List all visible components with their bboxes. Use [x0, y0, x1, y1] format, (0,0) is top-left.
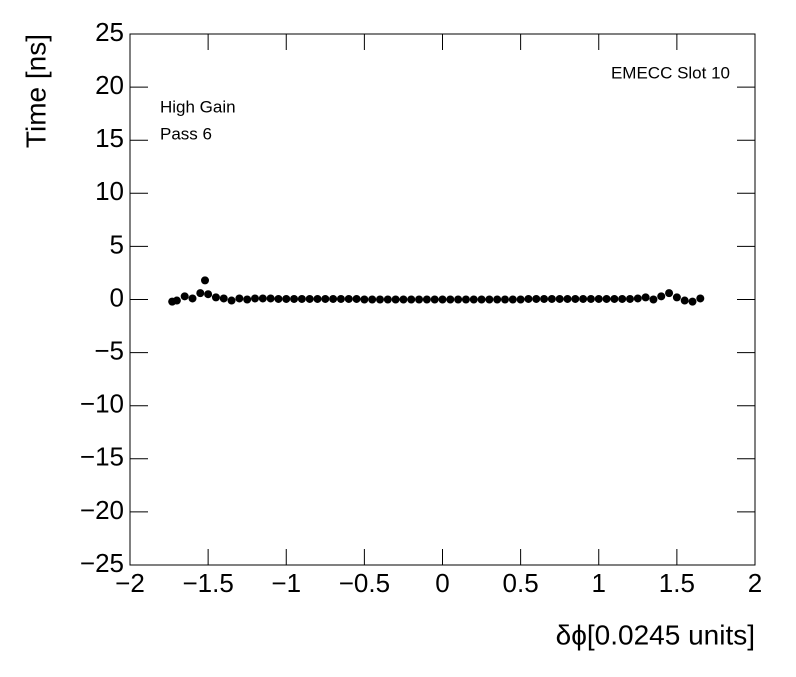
x-tick-label: −1.5	[182, 568, 233, 598]
point	[438, 295, 447, 304]
point	[493, 295, 502, 304]
point	[696, 294, 705, 303]
point	[282, 294, 291, 303]
point	[594, 294, 603, 303]
y-tick-label: 0	[110, 282, 124, 312]
point	[563, 294, 572, 303]
y-tick-label: −25	[80, 548, 124, 578]
point	[227, 296, 236, 305]
y-tick-label: −20	[80, 495, 124, 525]
point	[251, 294, 259, 303]
point	[532, 294, 541, 303]
point	[508, 295, 517, 304]
point	[633, 294, 642, 303]
point	[196, 289, 205, 298]
point	[313, 294, 322, 303]
x-axis-label: δϕ[0.0245 units]	[556, 619, 755, 650]
point	[469, 295, 478, 304]
point	[579, 294, 588, 303]
point	[672, 293, 681, 302]
point	[258, 294, 267, 303]
point	[360, 295, 369, 304]
point	[172, 296, 181, 305]
point	[501, 295, 509, 304]
x-tick-label: 1.5	[659, 568, 695, 598]
y-tick-label: −15	[80, 442, 124, 472]
y-tick-label: 15	[95, 123, 124, 153]
point	[641, 293, 650, 302]
point	[446, 295, 455, 304]
point	[391, 295, 400, 304]
point	[180, 292, 189, 301]
point	[680, 296, 689, 305]
point	[657, 292, 666, 301]
x-tick-label: −0.5	[339, 568, 390, 598]
point	[430, 295, 439, 304]
point	[290, 294, 299, 303]
point	[305, 294, 314, 303]
point	[336, 294, 345, 303]
y-tick-label: 20	[95, 70, 124, 100]
point	[368, 295, 377, 304]
point	[586, 294, 595, 303]
y-axis-label: Time [ns]	[20, 34, 51, 148]
point	[211, 293, 220, 302]
point	[352, 294, 361, 303]
point	[376, 295, 384, 304]
point	[188, 294, 197, 303]
y-tick-label: 25	[95, 17, 124, 47]
point	[407, 295, 416, 304]
point	[540, 294, 549, 303]
point	[618, 294, 627, 303]
point	[547, 294, 556, 303]
point	[461, 295, 470, 304]
y-tick-label: −10	[80, 389, 124, 419]
x-tick-label: 1	[592, 568, 606, 598]
point	[626, 294, 634, 303]
point	[297, 294, 306, 303]
x-tick-label: 0	[435, 568, 449, 598]
x-tick-label: −2	[115, 568, 145, 598]
point	[610, 294, 619, 303]
point	[399, 295, 408, 304]
x-tick-label: −1	[271, 568, 301, 598]
point	[524, 294, 533, 303]
point	[555, 294, 564, 303]
point	[477, 295, 486, 304]
point	[266, 294, 275, 303]
y-tick-label: −5	[94, 335, 124, 365]
x-tick-label: 2	[748, 568, 762, 598]
point	[454, 295, 463, 304]
point	[329, 294, 338, 303]
annotation: EMECC Slot 10	[611, 63, 730, 82]
point	[602, 294, 611, 303]
point	[219, 294, 228, 303]
point	[201, 276, 209, 285]
point	[649, 295, 658, 304]
point	[274, 294, 283, 303]
x-tick-label: 0.5	[503, 568, 539, 598]
point	[243, 295, 252, 304]
point	[422, 295, 431, 304]
point	[383, 295, 392, 304]
point	[688, 297, 697, 306]
y-tick-label: 5	[110, 229, 124, 259]
annotation: High Gain	[160, 97, 236, 116]
point	[571, 294, 580, 303]
point	[321, 294, 330, 303]
point	[516, 295, 525, 304]
point	[344, 294, 353, 303]
point	[415, 295, 424, 304]
point	[235, 294, 244, 303]
point	[485, 295, 494, 304]
y-tick-label: 10	[95, 176, 124, 206]
point	[204, 290, 213, 299]
annotation: Pass 6	[160, 124, 212, 143]
point	[665, 289, 674, 298]
